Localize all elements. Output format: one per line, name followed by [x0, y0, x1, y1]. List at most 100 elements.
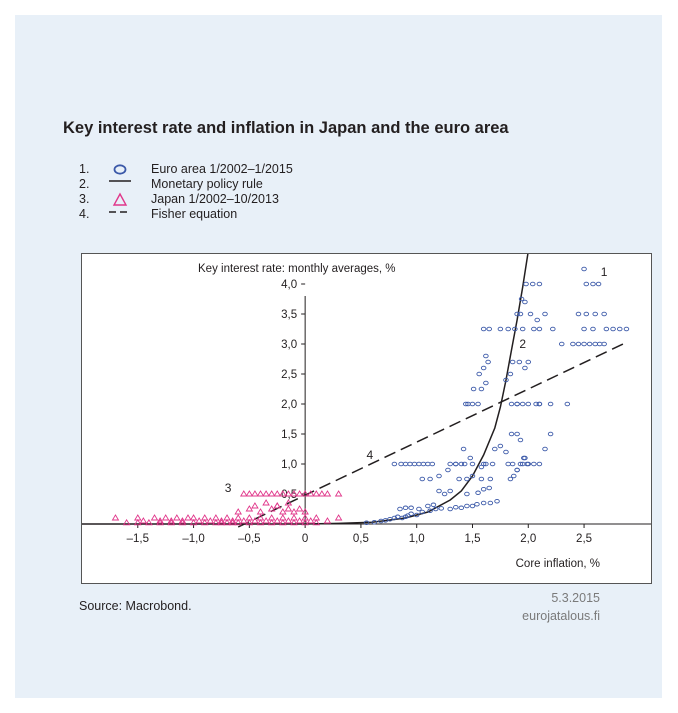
japan-point [245, 518, 254, 526]
japan-point [139, 517, 148, 524]
euro-area-point [610, 326, 616, 332]
x-tick-label: 1,5 [464, 533, 480, 545]
euro-area-point [531, 461, 537, 467]
euro-area-point [478, 386, 485, 392]
japan-point [290, 508, 298, 515]
japan-point [256, 518, 265, 526]
euro-area-point [575, 311, 582, 317]
euro-area-point [464, 503, 470, 509]
japan-point [295, 517, 304, 524]
euro-area-point [517, 461, 524, 467]
japan-point [279, 508, 287, 515]
y-tick-label: 4,0 [281, 279, 297, 291]
euro-area-point [469, 503, 476, 509]
japan-point [217, 517, 226, 524]
euro-area-point [522, 455, 528, 461]
japan-point [156, 517, 164, 524]
x-axis-label: Core inflation, % [516, 558, 600, 570]
japan-point [223, 518, 231, 526]
euro-area-point [363, 520, 370, 526]
series-annotation: 2 [519, 337, 526, 351]
series-annotation: 3 [225, 481, 232, 495]
japan-point [150, 514, 159, 521]
japan-point [323, 517, 332, 524]
euro-area-point [398, 461, 404, 467]
japan-point [245, 490, 254, 497]
euro-area-point [525, 359, 532, 365]
legend-number: 3. [79, 192, 90, 206]
euro-area-point [458, 461, 465, 467]
euro-area-point [505, 326, 511, 332]
euro-area-point [509, 359, 516, 365]
japan-point [290, 490, 298, 497]
publication-date: 5.3.2015 [551, 591, 600, 605]
euro-area-point [509, 461, 516, 467]
japan-point [251, 490, 259, 497]
euro-area-point [507, 371, 514, 377]
japan-point [284, 499, 293, 506]
euro-area-point [558, 341, 565, 347]
x-tick-label: 2,5 [576, 533, 592, 545]
euro-area-point [371, 519, 378, 525]
euro-area-point [458, 505, 465, 511]
japan-point [178, 518, 187, 526]
euro-area-point [547, 401, 554, 407]
x-tick-label: 0,5 [353, 533, 369, 545]
dashed-line-icon [109, 211, 131, 213]
euro-area-point [447, 461, 453, 467]
japan-point [189, 518, 198, 526]
euro-area-point [497, 443, 504, 449]
euro-area-point [531, 326, 537, 332]
x-tick-label: –1,5 [127, 533, 149, 545]
japan-point [301, 518, 309, 526]
euro-area-point [533, 401, 539, 407]
euro-area-point [483, 353, 489, 359]
japan-point [273, 502, 282, 509]
euro-area-point [527, 311, 534, 317]
euro-area-point [447, 506, 453, 512]
japan-point [290, 518, 298, 526]
japan-point [239, 517, 248, 524]
x-tick-label: 1,0 [409, 533, 425, 545]
japan-point [318, 490, 326, 497]
euro-area-point [478, 476, 485, 482]
euro-area-point [445, 467, 451, 473]
euro-area-point [485, 359, 491, 365]
euro-area-point [408, 511, 414, 517]
euro-area-point [425, 503, 431, 509]
y-tick-label: 1,5 [281, 429, 297, 441]
legend-label: Euro area 1/2002–1/2015 [151, 162, 293, 176]
japan-point [295, 490, 304, 497]
euro-area-point [487, 500, 494, 506]
japan-point [279, 490, 287, 497]
euro-area-point [590, 326, 596, 332]
euro-area-point [469, 473, 476, 479]
euro-area-point [486, 326, 492, 332]
source-note: Source: Macrobond. [79, 599, 192, 613]
euro-area-point [623, 326, 630, 332]
legend-label: Japan 1/2002–10/2013 [151, 192, 279, 206]
euro-area-point [436, 473, 442, 479]
japan-point [251, 502, 259, 509]
euro-area-point [547, 431, 554, 437]
x-tick-label: –1,0 [182, 533, 204, 545]
euro-area-point [519, 326, 526, 332]
euro-area-point [486, 485, 492, 491]
triangle-marker-icon [112, 192, 128, 206]
euro-area-point [570, 341, 576, 347]
euro-area-point [529, 281, 536, 287]
euro-area-point [534, 317, 540, 323]
euro-area-point [483, 461, 489, 467]
japan-point [256, 490, 265, 497]
japan-point [334, 514, 343, 521]
euro-area-point [581, 266, 587, 272]
japan-point [217, 518, 226, 526]
x-tick-label: 2,0 [520, 533, 536, 545]
japan-point [262, 490, 270, 497]
euro-area-point [480, 486, 487, 492]
japan-point [284, 517, 293, 524]
euro-area-point [519, 401, 526, 407]
y-tick-label: 0,5 [281, 489, 297, 501]
x-tick-label: –0,5 [238, 533, 260, 545]
chart-panel: Key interest rate and inflation in Japan… [15, 15, 662, 698]
